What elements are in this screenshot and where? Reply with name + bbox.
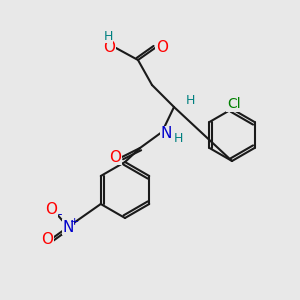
Text: N: N — [62, 220, 74, 235]
Text: H: H — [173, 131, 183, 145]
Text: N: N — [160, 127, 172, 142]
Text: O: O — [103, 40, 115, 56]
Text: H: H — [185, 94, 195, 106]
Text: O: O — [45, 202, 57, 217]
Text: H: H — [103, 29, 113, 43]
Text: O: O — [41, 232, 53, 247]
Text: Cl: Cl — [227, 97, 241, 111]
Text: +: + — [69, 217, 79, 227]
Text: O: O — [109, 149, 121, 164]
Text: -: - — [58, 208, 62, 221]
Text: O: O — [156, 40, 168, 56]
